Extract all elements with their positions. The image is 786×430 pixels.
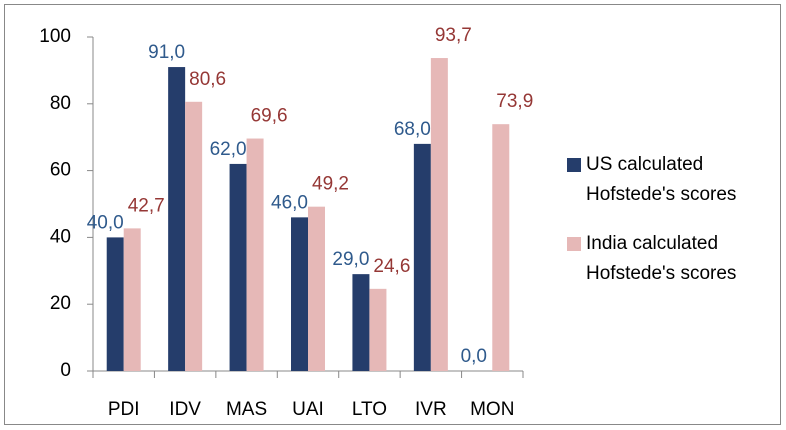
y-tick-label: 100 bbox=[39, 26, 71, 47]
x-tick-label: UAI bbox=[292, 399, 324, 420]
value-label: 93,7 bbox=[435, 25, 472, 46]
legend-swatch bbox=[567, 237, 581, 251]
y-tick-label: 20 bbox=[50, 293, 71, 314]
x-tick-label: IVR bbox=[415, 399, 447, 420]
bar bbox=[291, 217, 308, 371]
bar bbox=[430, 58, 448, 372]
y-tick-label: 0 bbox=[60, 360, 71, 381]
value-label: 40,0 bbox=[87, 212, 124, 233]
legend-label: India calculated Hofstede's scores bbox=[586, 233, 737, 284]
y-tick-label: 80 bbox=[50, 93, 71, 114]
bar bbox=[308, 206, 325, 371]
x-tick-label: MAS bbox=[226, 399, 267, 420]
value-label: 42,7 bbox=[128, 195, 165, 216]
x-tick-label: IDV bbox=[169, 399, 201, 420]
bar bbox=[369, 288, 387, 371]
bar bbox=[246, 138, 264, 371]
x-tick-label: PDI bbox=[108, 399, 140, 420]
x-tick-label: MON bbox=[470, 399, 514, 420]
x-tick-label: LTO bbox=[352, 399, 387, 420]
bar bbox=[492, 124, 510, 371]
bar bbox=[352, 274, 370, 371]
value-label: 68,0 bbox=[394, 119, 431, 140]
y-tick-label: 40 bbox=[50, 226, 71, 247]
value-label: 62,0 bbox=[210, 139, 247, 160]
bar bbox=[229, 163, 247, 371]
value-label: 80,6 bbox=[189, 69, 226, 90]
value-label: 0,0 bbox=[461, 346, 487, 367]
value-label: 24,6 bbox=[373, 256, 410, 277]
y-tick-label: 60 bbox=[50, 160, 71, 181]
value-label: 29,0 bbox=[332, 249, 369, 270]
value-label: 49,2 bbox=[312, 174, 349, 195]
bar bbox=[123, 228, 141, 371]
legend-swatch bbox=[567, 158, 581, 172]
bar bbox=[168, 67, 186, 371]
bar bbox=[106, 237, 124, 371]
value-label: 69,6 bbox=[251, 106, 288, 127]
legend-label: US calculated Hofstede's scores bbox=[586, 154, 737, 205]
bar bbox=[413, 143, 431, 371]
value-label: 73,9 bbox=[496, 91, 533, 112]
value-label: 91,0 bbox=[148, 42, 185, 63]
value-label: 46,0 bbox=[271, 192, 308, 213]
bar bbox=[185, 101, 203, 372]
